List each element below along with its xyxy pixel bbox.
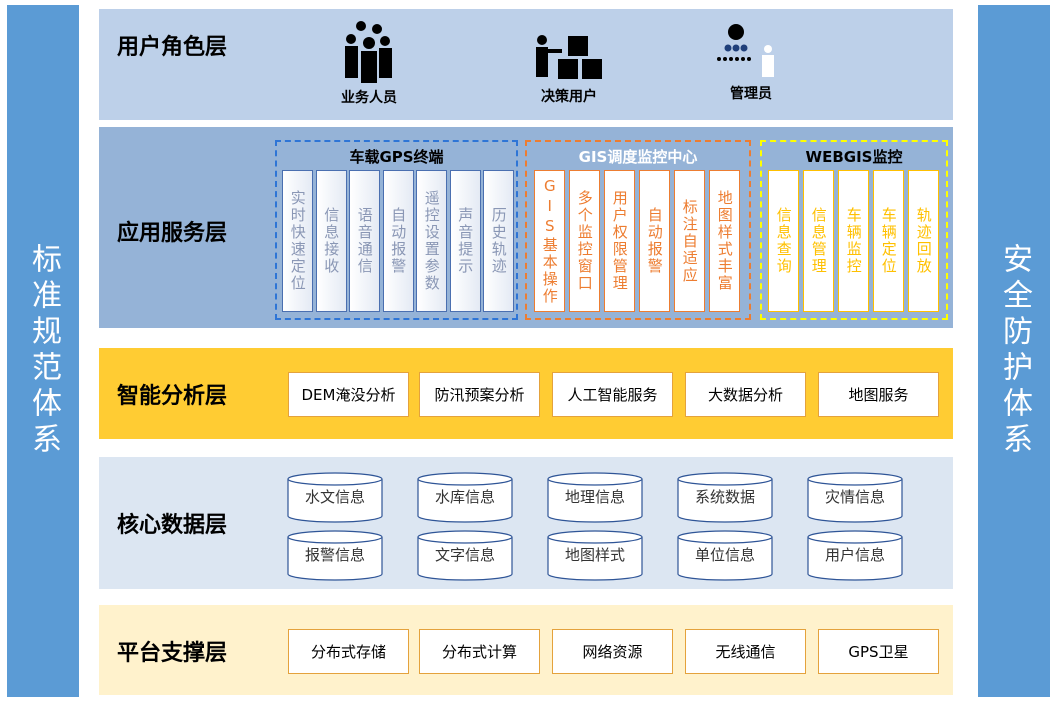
gis-dispatch-group: GIS调度监控中心 GIS基本操作 多个监控窗口 用户权限管理 自动报警 标注自适应 地图样… — [525, 140, 751, 320]
database-icon — [677, 472, 773, 523]
function-item: 信息查询 — [768, 170, 799, 312]
database-label: 用户信息 — [824, 546, 885, 564]
function-item: 实时快速定位 — [282, 170, 313, 312]
database-label: 单位信息 — [694, 546, 755, 564]
function-item: 遥控设置参数 — [416, 170, 447, 312]
function-item: GIS基本操作 — [534, 170, 565, 312]
layer-title: 智能分析层 — [117, 383, 228, 409]
function-item: 信息接收 — [315, 170, 347, 312]
database-icon — [807, 530, 903, 581]
database-icon — [417, 472, 513, 523]
database-cylinder: 文字信息 — [417, 530, 513, 581]
gps-terminal-group: 车载GPS终端实时快速定位 信息接收 语音通信 自动报警 遥控设置参数 声音提示 历史轨迹 — [275, 140, 518, 320]
function-item: 地图样式丰富 — [709, 170, 740, 312]
role-decision: 决策用户 — [519, 34, 619, 106]
database-label: 地图样式 — [564, 546, 625, 564]
database-label: 水库信息 — [434, 488, 495, 506]
function-item: 用户权限管理 — [604, 170, 635, 312]
role-label: 业务人员 — [341, 90, 397, 106]
security-system-bar: 安全防护体系 — [978, 5, 1050, 697]
layer-title: 用户角色层 — [117, 34, 228, 60]
database-cylinder: 报警信息 — [287, 530, 383, 581]
database-icon — [287, 472, 383, 523]
database-icon — [417, 530, 513, 581]
database-icon — [547, 472, 643, 523]
database-icon — [677, 530, 773, 581]
database-cylinder: 水库信息 — [417, 472, 513, 523]
function-item: 语音通信 — [349, 170, 380, 312]
function-item: 自动报警 — [382, 170, 414, 312]
database-label: 灾情信息 — [824, 488, 885, 506]
application-service-layer: 应用服务层 车载GPS终端 实时快速定位 信息接收 语音通信 自动报警 遥控设置参数 声音提… — [99, 127, 953, 328]
service-box: 防汛预案分析 — [419, 372, 540, 417]
presenter-boxes-icon — [536, 35, 602, 79]
service-box: 人工智能服务 — [552, 372, 673, 417]
admin-hierarchy-icon — [717, 24, 774, 77]
service-box: DEM淹没分析 — [288, 372, 409, 417]
database-cylinder: 单位信息 — [677, 530, 773, 581]
database-cylinder: 系统数据 — [677, 472, 773, 523]
database-label: 系统数据 — [694, 488, 755, 506]
service-box: 大数据分析 — [685, 372, 806, 417]
function-item: 车辆监控 — [838, 170, 869, 312]
function-item: 声音提示 — [449, 170, 481, 312]
service-box: 网络资源 — [552, 629, 673, 674]
service-box: 分布式计算 — [419, 629, 540, 674]
group-people-icon — [345, 21, 392, 83]
role-admin: 管理员 — [701, 24, 801, 103]
function-item: 标注自适应 — [674, 170, 705, 312]
database-cylinder: 水文信息 — [287, 472, 383, 523]
intelligent-analysis-layer: 智能分析层 DEM淹没分析 防汛预案分析 人工智能服务 大数据分析 地图服务 — [99, 348, 953, 439]
database-icon — [547, 530, 643, 581]
layer-title: 核心数据层 — [117, 512, 228, 538]
database-label: 报警信息 — [304, 546, 365, 564]
database-label: 水文信息 — [304, 488, 365, 506]
database-label: 地理信息 — [564, 488, 625, 506]
database-cylinder: 地理信息 — [547, 472, 643, 523]
service-box: 分布式存储 — [288, 629, 409, 674]
standards-system-bar: 标准规范体系 — [7, 5, 79, 697]
function-item: 车辆定位 — [873, 170, 904, 312]
core-data-layer: 核心数据层 水文信息 水库信息 地理信息 系统数据 灾情信息报警信息 文字信息 地图样式 单位… — [99, 457, 953, 589]
database-cylinder: 地图样式 — [547, 530, 643, 581]
service-box: 地图服务 — [818, 372, 939, 417]
group-title: 车载GPS终端 — [349, 148, 444, 166]
function-item: 轨迹回放 — [908, 170, 939, 312]
user-role-layer: 用户角色层 业务人员 决策用户 管理员 — [99, 9, 953, 120]
database-label: 文字信息 — [434, 546, 495, 564]
service-box: 无线通信 — [685, 629, 806, 674]
function-item: 多个监控窗口 — [569, 170, 600, 312]
database-cylinder: 灾情信息 — [807, 472, 903, 523]
database-icon — [807, 472, 903, 523]
function-item: 信息管理 — [803, 170, 834, 312]
role-label: 管理员 — [730, 86, 772, 102]
layer-title: 平台支撑层 — [117, 640, 228, 666]
database-cylinder: 用户信息 — [807, 530, 903, 581]
role-business: 业务人员 — [319, 21, 419, 107]
database-icon — [287, 530, 383, 581]
role-label: 决策用户 — [541, 89, 597, 105]
function-item: 历史轨迹 — [483, 170, 514, 312]
webgis-monitor-group: WEBGIS监控 信息查询 信息管理 车辆监控 车辆定位 轨迹回放 — [760, 140, 948, 320]
service-box: GPS卫星 — [818, 629, 939, 674]
group-title: WEBGIS监控 — [805, 148, 903, 166]
function-item: 自动报警 — [639, 170, 670, 312]
group-title: GIS调度监控中心 — [578, 148, 698, 166]
platform-support-layer: 平台支撑层 分布式存储 分布式计算 网络资源 无线通信 GPS卫星 — [99, 605, 953, 695]
layer-title: 应用服务层 — [117, 220, 228, 246]
